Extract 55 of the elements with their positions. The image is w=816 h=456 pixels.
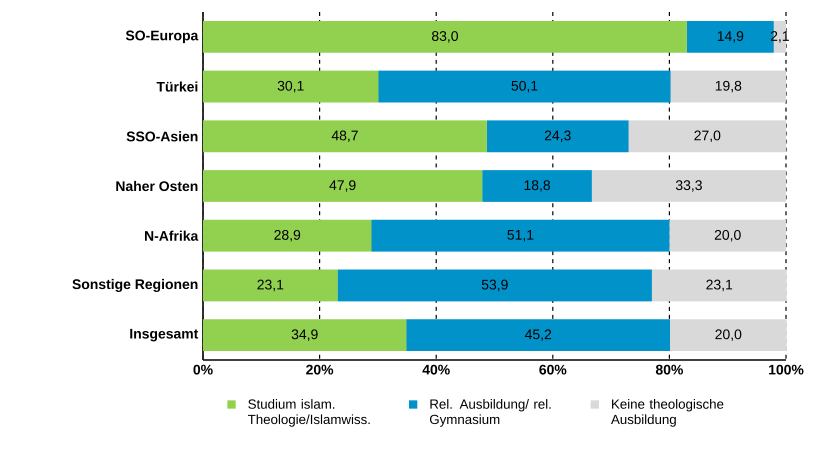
data-label: 28,9 — [274, 230, 300, 242]
y-tick-label: SSO-Asien — [126, 131, 198, 142]
x-tick-label: 20% — [306, 364, 334, 375]
y-tick-label: Insgesamt — [130, 328, 198, 342]
bar — [628, 120, 786, 152]
data-label: 53,9 — [482, 280, 508, 292]
data-label: 30,1 — [278, 80, 304, 92]
bar — [371, 220, 670, 252]
bar — [670, 319, 787, 352]
bar — [670, 70, 786, 102]
bar — [203, 70, 378, 102]
bar — [203, 20, 687, 53]
data-label: 23,1 — [706, 280, 732, 292]
x-tick-label: 60% — [539, 364, 566, 375]
data-label: 51,1 — [507, 230, 534, 242]
y-tick-label: Naher Osten — [116, 180, 198, 192]
data-label: 23,1 — [257, 280, 284, 292]
data-label: 24,3 — [544, 130, 571, 142]
x-tick-label: 0% — [193, 364, 213, 375]
y-tick-label: N-Afrika — [144, 230, 198, 241]
x-tick-label: 40% — [422, 364, 450, 375]
bar — [203, 120, 487, 152]
bar — [652, 270, 787, 302]
legend-label: Studium islam. Theologie/Islamwiss. — [248, 399, 370, 427]
data-label: 33,3 — [676, 180, 702, 192]
bar — [406, 319, 670, 352]
bar — [338, 270, 652, 302]
legend-label: Keine theologische Ausbildung — [610, 399, 724, 427]
bar — [203, 270, 338, 302]
data-label: 20,0 — [714, 230, 741, 242]
bar — [203, 170, 482, 202]
bar — [486, 120, 629, 152]
data-label: 19,8 — [716, 80, 742, 92]
x-tick-label: 80% — [656, 364, 683, 375]
data-label: 45,2 — [524, 329, 552, 341]
bar — [592, 170, 786, 202]
data-label: 48,7 — [332, 130, 358, 142]
data-label: 50,1 — [512, 80, 538, 92]
bar — [203, 220, 372, 252]
bar — [482, 170, 592, 202]
bar — [669, 220, 786, 252]
data-label: 34,9 — [292, 329, 318, 341]
data-label: 20,0 — [715, 329, 742, 341]
x-tick-label: 100% — [769, 364, 804, 375]
data-label: 83,0 — [432, 31, 458, 43]
data-label: 27,0 — [694, 130, 720, 142]
data-label: 47,9 — [329, 180, 356, 192]
data-label: 14,9 — [718, 31, 744, 43]
bar — [203, 319, 406, 352]
y-tick-label: Türkei — [156, 81, 198, 92]
bar — [378, 70, 671, 102]
data-label: 18,8 — [524, 180, 550, 192]
y-tick-label: SO-Europa — [126, 30, 198, 44]
legend-label: Rel. Ausbildung/ rel. Gymnasium — [430, 399, 551, 427]
y-tick-label: Sonstige Regionen — [72, 278, 198, 292]
